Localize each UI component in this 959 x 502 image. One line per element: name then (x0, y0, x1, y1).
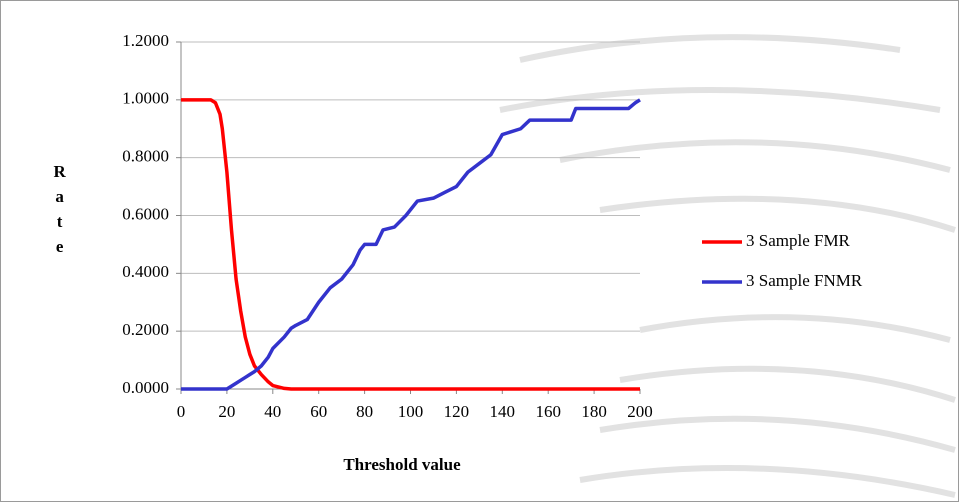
x-tick-label: 160 (535, 402, 561, 421)
legend-label: 3 Sample FMR (746, 231, 851, 250)
x-tick-label: 0 (177, 402, 186, 421)
x-tick-label: 40 (264, 402, 281, 421)
background-texture (499, 34, 956, 498)
legend-label: 3 Sample FNMR (746, 271, 863, 290)
y-tick-label: 0.2000 (122, 320, 169, 339)
y-tick-label: 0.6000 (122, 204, 169, 223)
y-tick-label: 1.2000 (122, 31, 169, 50)
x-axis-label: Threshold value (343, 455, 461, 474)
y-tick-label: 0.0000 (122, 378, 169, 397)
x-tick-label: 180 (581, 402, 607, 421)
x-tick-label: 100 (398, 402, 424, 421)
y-tick-label: 1.0000 (122, 89, 169, 108)
x-tick-label: 60 (310, 402, 327, 421)
y-tick-label: 0.8000 (122, 147, 169, 166)
series-line (181, 98, 640, 391)
y-axis-label: Rate (50, 162, 69, 262)
x-tick-label: 20 (218, 402, 235, 421)
x-tick-label: 80 (356, 402, 373, 421)
x-tick-label: 140 (490, 402, 516, 421)
y-tick-label: 0.4000 (122, 262, 169, 281)
x-tick-label: 120 (444, 402, 470, 421)
series-line (181, 98, 641, 391)
x-tick-label: 200 (627, 402, 653, 421)
